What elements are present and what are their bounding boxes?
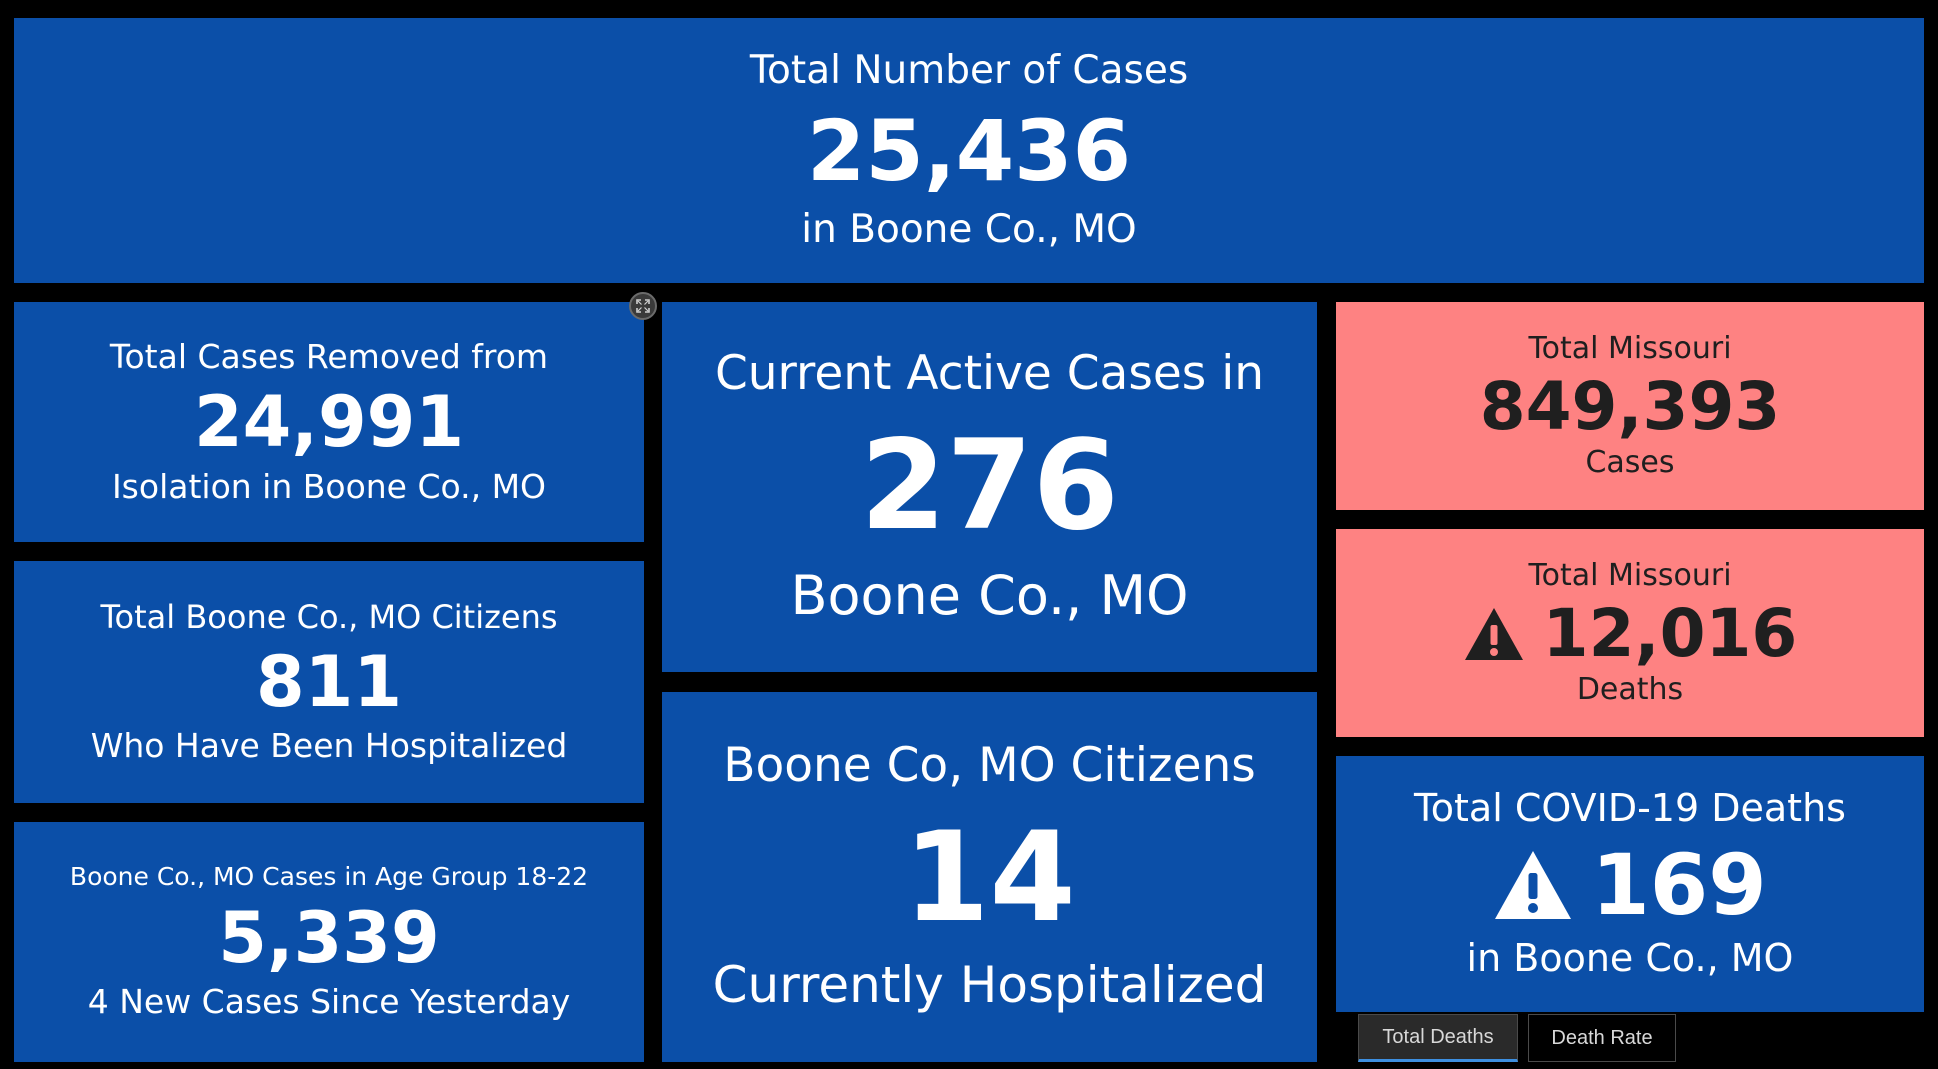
age-group-title: Boone Co., MO Cases in Age Group 18-22 xyxy=(69,861,589,891)
removed-isolation-title: Total Cases Removed from xyxy=(109,337,549,377)
current-hospitalized-value: 14 xyxy=(903,806,1076,951)
total-cases-title: Total Number of Cases xyxy=(749,47,1189,93)
missouri-deaths-subtitle: Deaths xyxy=(1576,671,1684,707)
active-cases-card: Current Active Cases in 276 Boone Co., M… xyxy=(662,302,1317,672)
missouri-cases-subtitle: Cases xyxy=(1585,444,1675,480)
total-cases-subtitle: in Boone Co., MO xyxy=(801,206,1137,252)
missouri-cases-card: Total Missouri 849,393 Cases xyxy=(1336,302,1924,510)
boone-deaths-title: Total COVID-19 Deaths xyxy=(1414,786,1846,831)
hospitalized-total-card: Total Boone Co., MO Citizens 811 Who Hav… xyxy=(14,561,644,803)
age-group-subtitle: 4 New Cases Since Yesterday xyxy=(87,982,571,1022)
expand-button[interactable] xyxy=(629,292,657,320)
active-cases-value: 276 xyxy=(860,413,1119,558)
current-hospitalized-card: Boone Co, MO Citizens 14 Currently Hospi… xyxy=(662,692,1317,1062)
tab-total-deaths[interactable]: Total Deaths xyxy=(1358,1014,1518,1062)
boone-deaths-value: 169 xyxy=(1591,835,1767,934)
missouri-cases-title: Total Missouri xyxy=(1528,330,1732,366)
warning-icon xyxy=(1495,851,1572,919)
active-cases-subtitle: Boone Co., MO xyxy=(790,564,1189,628)
missouri-deaths-value: 12,016 xyxy=(1542,595,1798,673)
missouri-deaths-title: Total Missouri xyxy=(1528,557,1732,593)
hospitalized-total-title: Total Boone Co., MO Citizens xyxy=(100,597,558,636)
removed-isolation-subtitle: Isolation in Boone Co., MO xyxy=(111,466,547,506)
age-group-value: 5,339 xyxy=(218,896,440,979)
age-group-card: Boone Co., MO Cases in Age Group 18-22 5… xyxy=(14,822,644,1062)
missouri-cases-value: 849,393 xyxy=(1479,368,1781,446)
boone-deaths-subtitle: in Boone Co., MO xyxy=(1466,936,1794,981)
removed-isolation-card: Total Cases Removed from 24,991 Isolatio… xyxy=(14,302,644,542)
total-cases-value: 25,436 xyxy=(806,102,1132,201)
boone-deaths-card: Total COVID-19 Deaths 169 in Boone Co., … xyxy=(1336,756,1924,1012)
missouri-deaths-value-row: 12,016 xyxy=(1463,595,1798,673)
boone-deaths-value-row: 169 xyxy=(1493,835,1767,934)
tab-death-rate[interactable]: Death Rate xyxy=(1528,1014,1676,1062)
hospitalized-total-subtitle: Who Have Been Hospitalized xyxy=(90,726,568,766)
warning-icon xyxy=(1464,607,1523,660)
removed-isolation-value: 24,991 xyxy=(193,381,465,464)
current-hospitalized-title: Boone Co, MO Citizens xyxy=(723,738,1256,794)
active-cases-title: Current Active Cases in xyxy=(714,345,1265,401)
expand-icon xyxy=(636,299,650,313)
missouri-deaths-card: Total Missouri 12,016 Deaths xyxy=(1336,529,1924,737)
current-hospitalized-subtitle: Currently Hospitalized xyxy=(712,956,1267,1015)
hospitalized-total-value: 811 xyxy=(255,640,403,723)
total-cases-card: Total Number of Cases 25,436 in Boone Co… xyxy=(14,18,1924,283)
